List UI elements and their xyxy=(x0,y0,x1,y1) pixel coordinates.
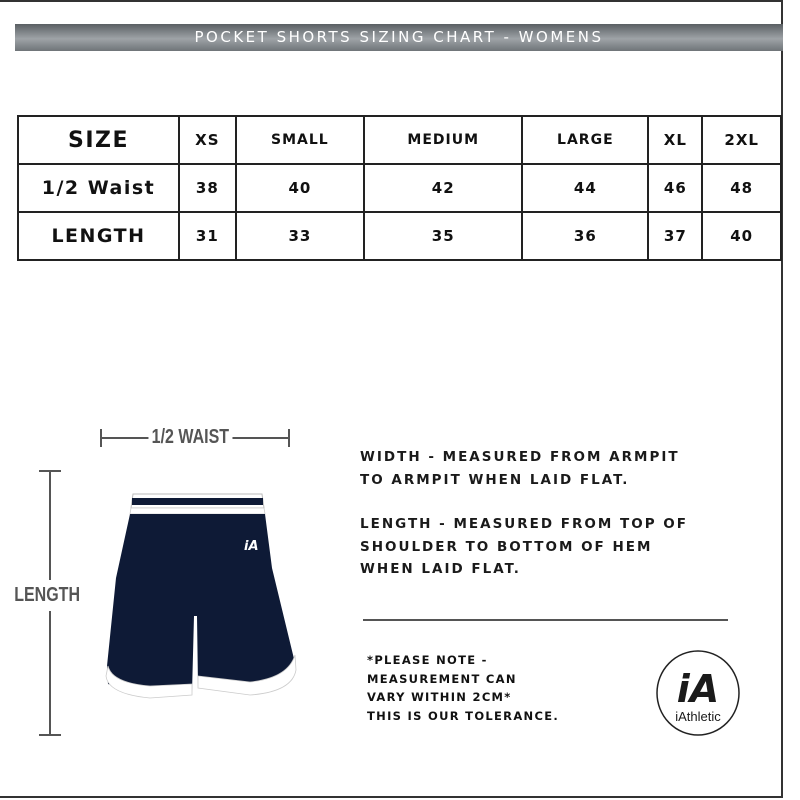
text-line: VARY WITHIN 2CM* xyxy=(367,690,512,704)
cell: 35 xyxy=(363,211,524,261)
text-line: WIDTH - MEASURED FROM ARMPIT xyxy=(360,449,680,465)
size-xl: XL xyxy=(647,115,704,165)
row-label: 1/2 Waist xyxy=(17,163,180,213)
cell: 42 xyxy=(363,163,524,213)
svg-text:iAthletic: iAthletic xyxy=(675,709,721,724)
page-border xyxy=(0,0,783,798)
row-label: LENGTH xyxy=(17,211,180,261)
cell: 33 xyxy=(234,211,366,261)
cell: 40 xyxy=(234,163,366,213)
cell: 48 xyxy=(701,163,782,213)
shorts-illustration: iA xyxy=(105,493,297,699)
size-xs: XS xyxy=(178,115,237,165)
cell: 44 xyxy=(521,163,650,213)
text-line: *PLEASE NOTE - xyxy=(367,653,488,667)
length-instructions: LENGTH - MEASURED FROM TOP OF SHOULDER T… xyxy=(360,513,688,581)
tolerance-note: *PLEASE NOTE - MEASUREMENT CAN VARY WITH… xyxy=(367,651,559,725)
iathletic-logo: iA iAthletic xyxy=(656,650,740,736)
waist-label: 1/2 WAIST xyxy=(148,426,233,449)
text-line: SHOULDER TO BOTTOM OF HEM xyxy=(360,538,653,555)
text-line: THIS IS OUR TOLERANCE. xyxy=(367,708,560,723)
cell: 46 xyxy=(647,163,704,213)
size-table: SIZE XS SMALL MEDIUM LARGE XL 2XL 1/2 Wa… xyxy=(17,115,782,261)
svg-text:iA: iA xyxy=(677,667,719,711)
cell: 31 xyxy=(178,211,237,261)
header-label: SIZE xyxy=(17,115,180,165)
table-header-row: SIZE XS SMALL MEDIUM LARGE XL 2XL xyxy=(17,115,782,165)
text-line: MEASUREMENT CAN xyxy=(367,671,517,686)
table-row: LENGTH 31 33 35 36 37 40 xyxy=(17,211,782,261)
cell: 40 xyxy=(701,211,782,261)
waist-dimension-tick xyxy=(288,429,290,447)
cell: 36 xyxy=(521,211,650,261)
waist-dimension-tick xyxy=(100,429,102,447)
length-dimension-tick xyxy=(39,734,61,736)
size-2xl: 2XL xyxy=(701,115,782,165)
table-row: 1/2 Waist 38 40 42 44 46 48 xyxy=(17,163,782,213)
text-line: WHEN LAID FLAT. xyxy=(360,561,521,577)
page-title: POCKET SHORTS SIZING CHART - WOMENS xyxy=(15,24,783,51)
shorts-logo: iA xyxy=(244,539,259,554)
cell: 37 xyxy=(647,211,704,261)
divider xyxy=(363,619,728,621)
text-line: TO ARMPIT WHEN LAID FLAT. xyxy=(360,471,630,488)
width-instructions: WIDTH - MEASURED FROM ARMPIT TO ARMPIT W… xyxy=(360,446,680,491)
cell: 38 xyxy=(178,163,237,213)
text-line: LENGTH - MEASURED FROM TOP OF xyxy=(360,516,688,532)
size-small: SMALL xyxy=(234,115,366,165)
length-label: LENGTH xyxy=(14,580,80,611)
size-medium: MEDIUM xyxy=(363,115,524,165)
size-large: LARGE xyxy=(521,115,650,165)
length-dimension-tick xyxy=(39,470,61,472)
